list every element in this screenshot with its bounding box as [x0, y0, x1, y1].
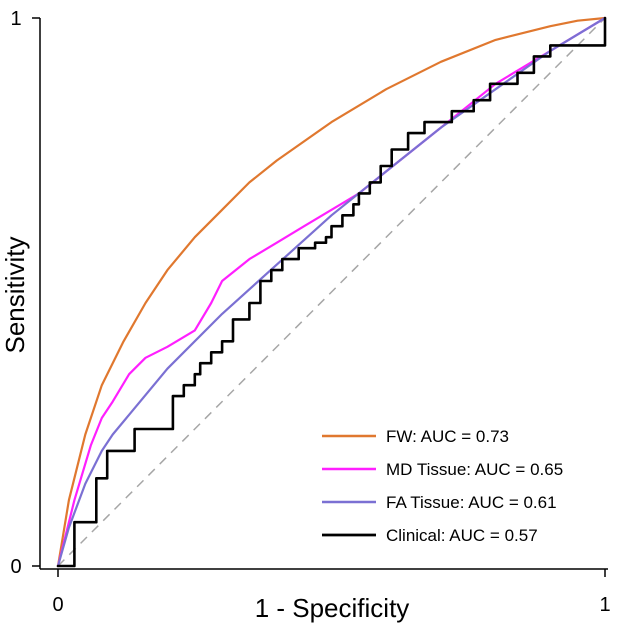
- x-axis-label: 1 - Specificity: [255, 593, 410, 623]
- series-line-clinical: [56, 16, 607, 568]
- legend-label-clinical: Clinical: AUC = 0.57: [386, 526, 538, 545]
- y-tick-label: 1: [10, 8, 21, 30]
- reference-diagonal-line: [57, 17, 606, 567]
- tick-labels: 0 1 0 1: [10, 8, 610, 616]
- tick-marks: [32, 17, 606, 577]
- y-axis-label: Sensitivity: [0, 236, 30, 353]
- legend-label-md-tissue: MD Tissue: AUC = 0.65: [386, 460, 563, 479]
- series-lines: [56, 16, 607, 568]
- x-tick-label: 1: [599, 594, 610, 616]
- legend-label-fa-tissue: FA Tissue: AUC = 0.61: [386, 493, 557, 512]
- legend-label-fw: FW: AUC = 0.73: [386, 427, 509, 446]
- axes: 0 1 0 1 1 - Specificity Sensitivity: [0, 8, 611, 623]
- series-line-fw: [56, 16, 607, 568]
- y-tick-label: 0: [10, 556, 21, 578]
- series-line-fa-tissue: [56, 16, 607, 568]
- x-tick-label: 0: [52, 594, 63, 616]
- legend: FW: AUC = 0.73 MD Tissue: AUC = 0.65 FA Ti…: [322, 427, 563, 545]
